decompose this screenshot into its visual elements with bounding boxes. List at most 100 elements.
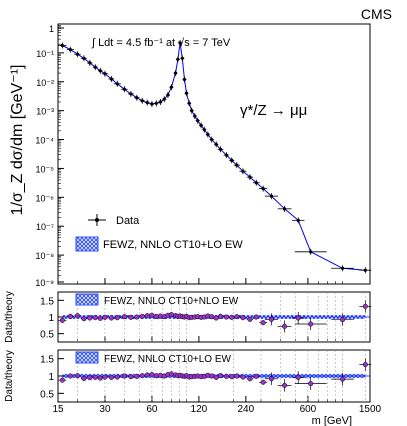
data-point — [145, 101, 149, 105]
ratio-point — [234, 373, 240, 379]
ratio-panel-1-legend-swatch — [75, 293, 99, 306]
main-panel-frame — [57, 23, 371, 285]
ratio-point — [87, 375, 93, 381]
data-point — [196, 119, 200, 123]
ratio-panel-2-legend-swatch — [75, 351, 99, 364]
ratio-point — [209, 314, 215, 320]
ratio-point — [223, 373, 229, 379]
legend-theory-label: FEWZ, NNLO CT10+LO EW — [103, 239, 243, 251]
ratio-point — [114, 315, 120, 321]
ratio-y-tick-label: 0.5 — [40, 330, 54, 341]
experiment-label: CMS — [361, 6, 392, 22]
ratio-point — [67, 313, 73, 319]
ratio-point — [92, 315, 98, 321]
main-y-tick-label: 10⁻¹ — [36, 49, 54, 59]
x-tick-label: 30 — [99, 404, 111, 415]
ratio-point — [240, 374, 246, 380]
data-point — [199, 123, 203, 127]
ratio-point — [121, 373, 128, 379]
legend-theory: FEWZ, NNLO CT10+LO EW — [75, 236, 243, 252]
data-point — [166, 93, 170, 97]
x-tick-label: 120 — [191, 404, 208, 415]
ratio-point — [308, 321, 314, 327]
data-point — [187, 101, 191, 105]
main-y-axis-label: 1/σ_Z dσ/dm [GeV⁻¹] — [9, 65, 26, 216]
data-point — [93, 65, 97, 69]
data-point — [363, 268, 367, 272]
x-tick-labels: 15 30 60 120 240 600 1500 — [52, 404, 381, 415]
ratio-y-tick-label: 1 — [48, 313, 54, 324]
ratio-point — [168, 312, 174, 318]
ratio-y-tick-label: 1.5 — [40, 296, 54, 307]
ratio-point — [247, 376, 253, 382]
x-tick-label: 1500 — [359, 404, 382, 415]
data-point — [190, 109, 194, 113]
ratio-point — [260, 379, 266, 385]
ratio-y-tick-label: 0.5 — [40, 389, 54, 400]
data-point — [82, 56, 86, 60]
ratio-point — [139, 313, 145, 319]
data-point — [282, 207, 287, 211]
ratio-panel-2-legend-label: FEWZ, NNLO CT10+LO EW — [104, 354, 232, 365]
ratio-point — [213, 374, 219, 380]
main-y-tick-label: 10⁻⁴ — [35, 136, 54, 146]
data-point — [218, 147, 223, 151]
ratio-point — [229, 314, 235, 320]
ratio-point — [87, 315, 93, 321]
ratio-point — [59, 317, 65, 323]
data-point — [254, 181, 258, 185]
ratio-point — [102, 374, 108, 380]
data-point — [68, 47, 72, 52]
main-y-tick-label: 10⁻² — [36, 78, 54, 88]
data-point — [140, 99, 144, 103]
data-point — [122, 87, 127, 91]
data-point — [184, 91, 189, 95]
ratio-point — [92, 374, 98, 380]
ratio-point — [121, 314, 128, 320]
ratio-point — [97, 375, 103, 381]
data-point — [103, 72, 107, 76]
data-point — [150, 102, 154, 106]
data-point — [176, 57, 180, 61]
ratio-point — [209, 373, 215, 379]
data-point — [173, 71, 178, 75]
ratio-point — [339, 317, 346, 323]
data-point — [129, 92, 133, 96]
ratio-point — [223, 314, 229, 320]
data-point — [180, 56, 184, 60]
ratio-point — [168, 371, 174, 377]
ratio-point — [144, 372, 150, 378]
ratio-point — [74, 313, 81, 319]
ratio-point — [97, 315, 103, 321]
ratio-point — [67, 373, 73, 379]
x-tick-label: 240 — [237, 404, 254, 415]
ratio-point — [102, 314, 108, 320]
data-point — [241, 169, 245, 173]
ratio-point — [134, 373, 140, 379]
main-y-tick-label: 10⁻⁷ — [36, 222, 54, 232]
ratio-point — [128, 314, 134, 320]
x-axis-label: m [GeV] — [312, 415, 352, 426]
ratio-panel-1-y-label: Data/theory — [4, 291, 15, 343]
data-point — [178, 41, 182, 45]
ratio-point — [253, 373, 259, 379]
data-point — [210, 137, 214, 142]
ratio-point — [295, 315, 301, 321]
ratio-point — [308, 381, 314, 387]
data-point — [158, 100, 163, 104]
ratio-point — [268, 316, 274, 322]
ratio-point — [74, 373, 81, 379]
main-y-tick-label: 10⁻³ — [36, 107, 54, 117]
data-point — [75, 52, 80, 56]
ratio-point — [114, 374, 120, 380]
data-point — [340, 266, 345, 270]
data-point — [235, 163, 239, 167]
data-point — [214, 142, 218, 146]
data-point — [248, 175, 252, 179]
main-y-tick-label: 1 — [49, 24, 54, 34]
lumi-annotation: ∫ Ldt = 4.5 fb⁻¹ at √s = 7 TeV — [91, 37, 231, 49]
ratio-point — [149, 312, 155, 318]
theory-curve — [62, 42, 366, 271]
